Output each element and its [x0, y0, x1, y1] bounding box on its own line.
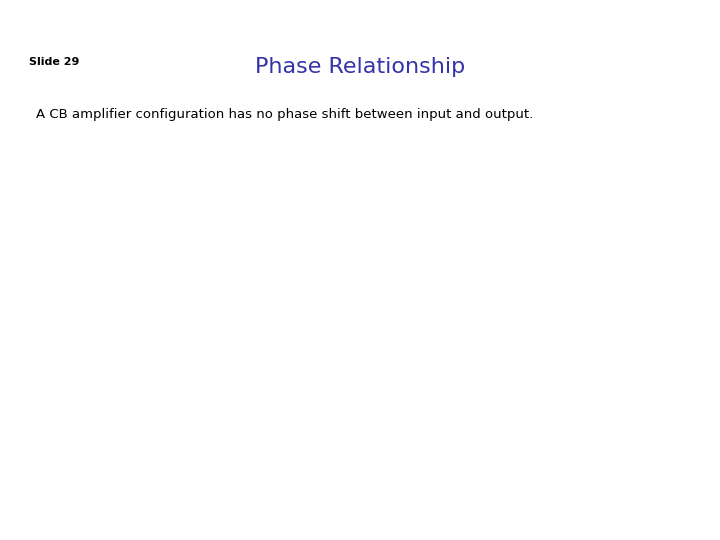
Text: A CB amplifier configuration has no phase shift between input and output.: A CB amplifier configuration has no phas…: [36, 108, 534, 121]
Text: Phase Relationship: Phase Relationship: [255, 57, 465, 77]
Text: Slide 29: Slide 29: [29, 57, 79, 67]
